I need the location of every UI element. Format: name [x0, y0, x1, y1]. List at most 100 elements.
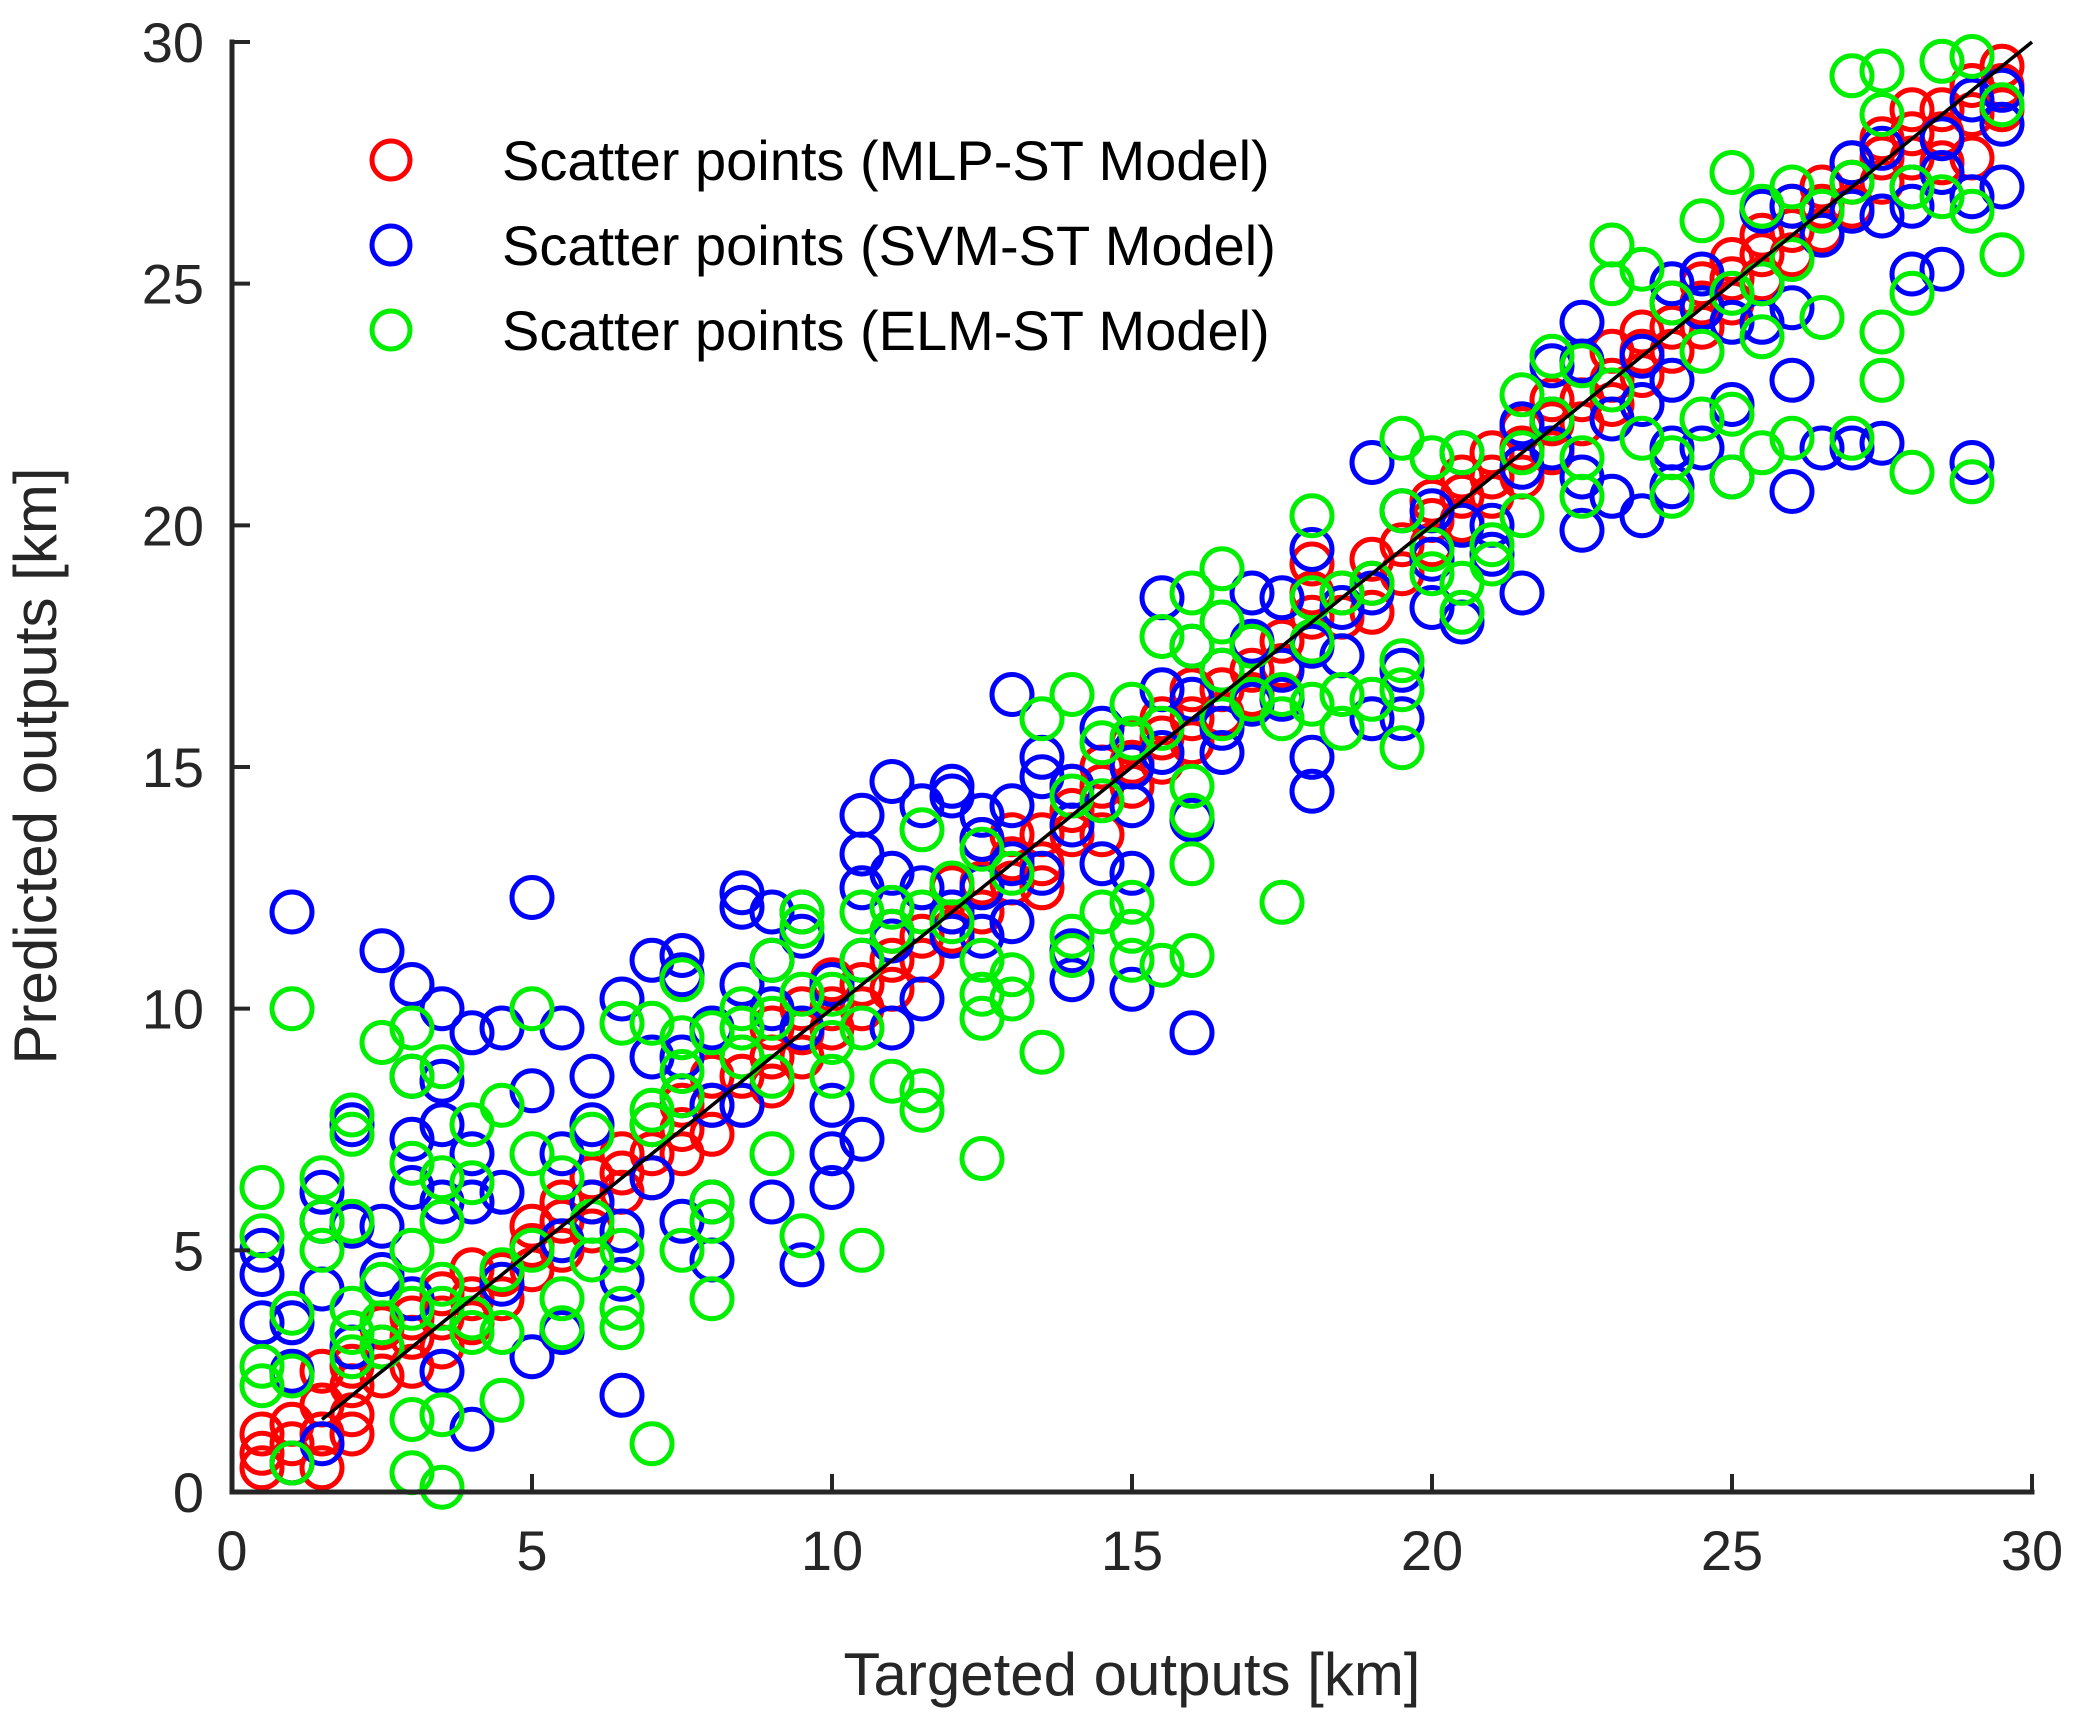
- series-3-point-1: [239, 1165, 285, 1210]
- series-3-point-5: [269, 986, 315, 1032]
- x-tick-label: 10: [801, 1519, 863, 1582]
- series-3-point-10: [299, 1198, 345, 1244]
- series-3-point-152: [1409, 527, 1455, 572]
- series-3-point-104: [989, 976, 1035, 1022]
- series-1-point-72: [959, 889, 1005, 935]
- legend-label: Scatter points (MLP-ST Model): [502, 129, 1270, 192]
- y-tick-label: 15: [142, 736, 204, 799]
- series-3-point-198: [1889, 164, 1935, 210]
- series-2-point-178: [1769, 183, 1815, 229]
- x-tick-label: 25: [1701, 1519, 1763, 1582]
- series-2-point-189: [1859, 420, 1905, 466]
- series-1-point-82: [1049, 788, 1095, 833]
- series-3-point-174: [1649, 473, 1695, 519]
- series-3-point-190: [1799, 295, 1845, 340]
- series-3-point-56: [599, 1305, 645, 1351]
- series-1-point-147: [1739, 232, 1785, 278]
- series-3-point-195: [1859, 92, 1905, 137]
- series-3-point-186: [1769, 164, 1815, 210]
- series-3-point-76: [749, 1131, 795, 1177]
- series-3-point-47: [539, 1155, 585, 1201]
- series-2-point-107: [1049, 957, 1095, 1003]
- series-3-point-130: [1199, 647, 1245, 693]
- series-2-point-185: [1829, 188, 1875, 234]
- series-3-point-201: [1919, 38, 1965, 84]
- series-2-point-133: [1289, 768, 1335, 814]
- series-3-point-11: [299, 1227, 345, 1273]
- reference-line-group: [320, 40, 2034, 1421]
- series-3-point-86: [839, 1005, 885, 1051]
- series-2-point-181: [1769, 469, 1815, 514]
- series-2-point-64: [719, 1082, 765, 1128]
- series-3-point-115: [1109, 715, 1155, 761]
- series-2-point-179: [1769, 285, 1815, 331]
- series-3-point-23: [389, 1053, 435, 1099]
- series-2-point-51: [629, 1155, 675, 1201]
- series-3-point-2: [239, 1213, 285, 1259]
- series-3-point-163: [1529, 396, 1575, 442]
- legend: Scatter points (MLP-ST Model) Scatter po…: [369, 129, 1276, 362]
- series-3-point-153: [1409, 551, 1455, 597]
- series-3-point-79: [779, 971, 825, 1017]
- series-1-point-11: [329, 1411, 375, 1457]
- series-3-point-124: [1169, 763, 1215, 809]
- series-2-point-44: [569, 1179, 615, 1225]
- series-3-point-13: [329, 1111, 375, 1157]
- series-2-point-105: [1049, 802, 1095, 848]
- series-2-point-37: [509, 1334, 555, 1380]
- series-3-point-26: [389, 1285, 435, 1331]
- series-1-point-163: [1889, 87, 1935, 133]
- series-2-point-18: [389, 962, 435, 1007]
- series-3-point-27: [389, 1397, 435, 1442]
- series-3-point-63: [659, 1049, 705, 1094]
- series-3-points: [239, 34, 2025, 1510]
- series-1-point-94: [1169, 696, 1215, 742]
- series-2-point-192: [1889, 251, 1935, 297]
- series-3-point-145: [1349, 676, 1395, 722]
- y-axis-label: Predicted outputs [km]: [2, 468, 69, 1065]
- series-2-point-82: [869, 759, 915, 804]
- series-3-point-7: [269, 1353, 315, 1399]
- series-3-point-73: [749, 937, 795, 983]
- series-3-point-172: [1649, 280, 1695, 326]
- series-1-point-99: [1229, 647, 1275, 693]
- series-2-point-198: [1949, 440, 1995, 485]
- series-2-point-193: [1919, 116, 1965, 162]
- x-tick-label: 30: [2001, 1519, 2063, 1582]
- series-3-point-122: [1169, 570, 1215, 616]
- series-1-point-1: [239, 1445, 285, 1491]
- series-3-point-199: [1889, 270, 1935, 316]
- series-3-point-54: [599, 1227, 645, 1273]
- series-3-point-154: [1439, 430, 1485, 476]
- series-3-point-112: [1079, 778, 1125, 824]
- series-3-point-101: [959, 1136, 1005, 1181]
- series-3-point-126: [1169, 841, 1215, 887]
- series-2-point-111: [1109, 783, 1155, 829]
- series-3-point-119: [1139, 614, 1185, 659]
- series-3-point-52: [569, 1237, 615, 1283]
- series-3-point-203: [1949, 34, 1995, 79]
- series-3-point-170: [1619, 246, 1665, 292]
- series-3-point-43: [479, 1377, 525, 1423]
- series-3-point-6: [269, 1290, 315, 1336]
- series-3-point-111: [1079, 720, 1125, 766]
- x-tick-label: 5: [516, 1519, 547, 1582]
- series-1-point-5: [269, 1421, 315, 1467]
- series-2-point-130: [1289, 527, 1335, 572]
- y-tick-label: 30: [142, 11, 204, 74]
- series-3-point-147: [1379, 488, 1425, 534]
- series-2-point-103: [1019, 850, 1065, 896]
- series-3-point-53: [599, 1000, 645, 1046]
- series-2-point-35: [509, 875, 555, 920]
- series-2-point-85: [869, 1005, 915, 1051]
- series-2-point-92: [929, 913, 975, 959]
- series-3-point-25: [389, 1227, 435, 1273]
- series-3-point-140: [1289, 681, 1335, 727]
- series-3-point-117: [1109, 908, 1155, 954]
- series-3-point-35: [419, 1464, 465, 1510]
- series-3-point-50: [569, 1111, 615, 1157]
- series-3-point-179: [1709, 270, 1755, 316]
- series-3-point-94: [899, 1087, 945, 1133]
- series-2-point-124: [1229, 570, 1275, 616]
- series-2-point-112: [1109, 850, 1155, 896]
